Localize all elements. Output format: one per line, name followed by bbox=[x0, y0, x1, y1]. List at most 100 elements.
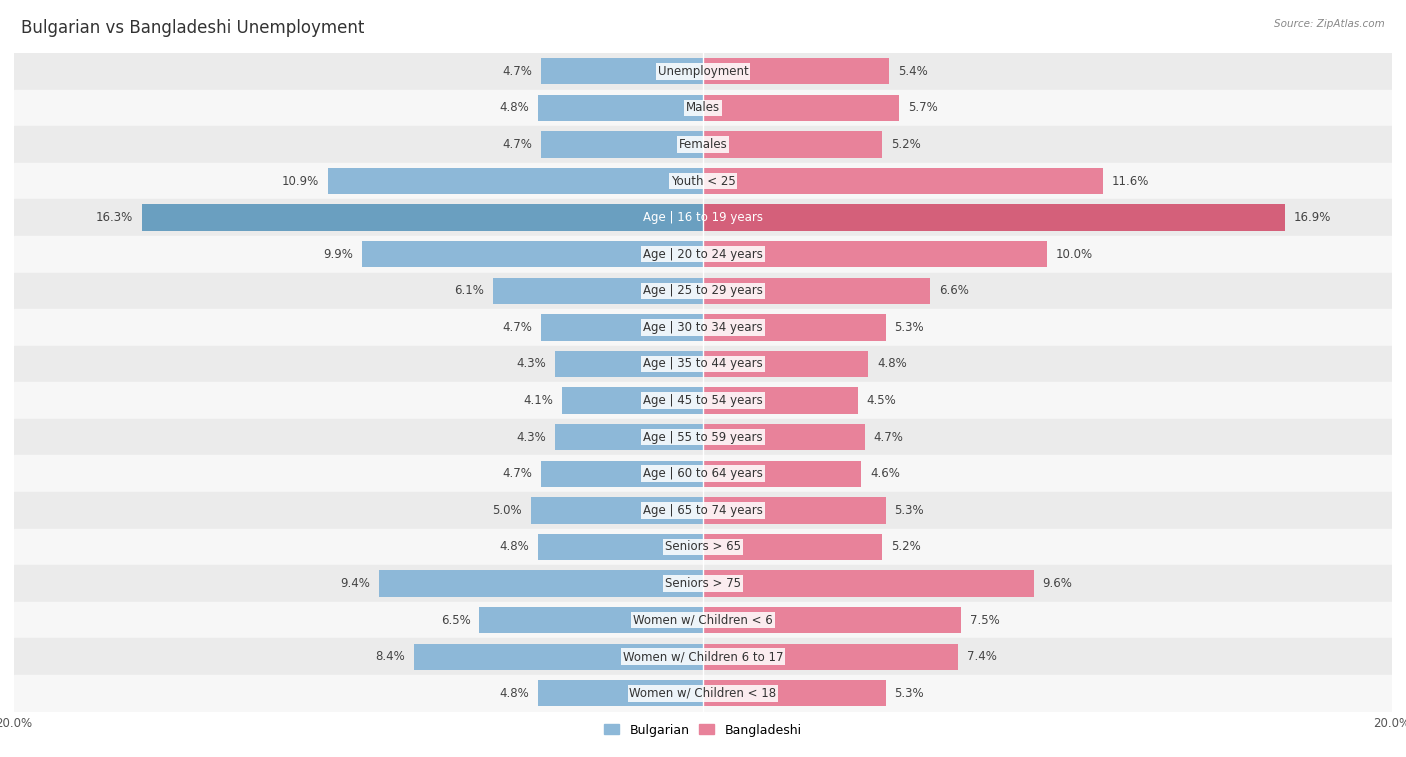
Bar bbox=[14, 53, 1392, 89]
Text: 5.2%: 5.2% bbox=[891, 138, 921, 151]
Bar bbox=[380, 570, 703, 597]
Bar bbox=[14, 638, 1392, 675]
Text: 5.0%: 5.0% bbox=[492, 504, 522, 517]
Text: Women w/ Children < 6: Women w/ Children < 6 bbox=[633, 614, 773, 627]
Bar bbox=[703, 680, 886, 706]
Text: 7.5%: 7.5% bbox=[970, 614, 1000, 627]
Bar bbox=[531, 497, 703, 524]
Bar bbox=[14, 382, 1392, 419]
Bar bbox=[703, 278, 931, 304]
Text: 11.6%: 11.6% bbox=[1111, 175, 1149, 188]
Bar bbox=[14, 565, 1392, 602]
Text: 6.6%: 6.6% bbox=[939, 285, 969, 298]
Bar bbox=[703, 497, 886, 524]
Bar bbox=[14, 419, 1392, 456]
Text: Bulgarian vs Bangladeshi Unemployment: Bulgarian vs Bangladeshi Unemployment bbox=[21, 19, 364, 37]
Text: Age | 25 to 29 years: Age | 25 to 29 years bbox=[643, 285, 763, 298]
Bar bbox=[14, 675, 1392, 712]
Text: Age | 45 to 54 years: Age | 45 to 54 years bbox=[643, 394, 763, 407]
Bar bbox=[328, 168, 703, 195]
Bar bbox=[14, 89, 1392, 126]
Bar bbox=[537, 680, 703, 706]
Text: Source: ZipAtlas.com: Source: ZipAtlas.com bbox=[1274, 19, 1385, 29]
Text: Youth < 25: Youth < 25 bbox=[671, 175, 735, 188]
Text: 9.6%: 9.6% bbox=[1042, 577, 1073, 590]
Bar bbox=[541, 314, 703, 341]
Bar bbox=[703, 314, 886, 341]
Text: 16.9%: 16.9% bbox=[1294, 211, 1331, 224]
Bar bbox=[703, 168, 1102, 195]
Text: 4.8%: 4.8% bbox=[499, 687, 529, 699]
Bar bbox=[14, 236, 1392, 273]
Bar bbox=[703, 643, 957, 670]
Bar bbox=[14, 456, 1392, 492]
Text: Age | 16 to 19 years: Age | 16 to 19 years bbox=[643, 211, 763, 224]
Text: 4.3%: 4.3% bbox=[516, 357, 547, 370]
Text: 9.4%: 9.4% bbox=[340, 577, 371, 590]
Bar bbox=[14, 309, 1392, 346]
Text: 16.3%: 16.3% bbox=[96, 211, 134, 224]
Bar bbox=[703, 460, 862, 487]
Text: 4.8%: 4.8% bbox=[499, 540, 529, 553]
Bar bbox=[14, 273, 1392, 309]
Text: 4.7%: 4.7% bbox=[502, 467, 533, 480]
Text: 4.8%: 4.8% bbox=[499, 101, 529, 114]
Text: Age | 60 to 64 years: Age | 60 to 64 years bbox=[643, 467, 763, 480]
Bar bbox=[479, 607, 703, 634]
Text: Males: Males bbox=[686, 101, 720, 114]
Bar bbox=[555, 350, 703, 377]
Bar bbox=[703, 58, 889, 85]
Bar bbox=[703, 350, 869, 377]
Text: 5.2%: 5.2% bbox=[891, 540, 921, 553]
Text: Females: Females bbox=[679, 138, 727, 151]
Legend: Bulgarian, Bangladeshi: Bulgarian, Bangladeshi bbox=[599, 718, 807, 742]
Bar bbox=[14, 528, 1392, 565]
Text: 4.1%: 4.1% bbox=[523, 394, 553, 407]
Bar bbox=[537, 95, 703, 121]
Text: 9.9%: 9.9% bbox=[323, 248, 353, 260]
Text: Seniors > 75: Seniors > 75 bbox=[665, 577, 741, 590]
Bar bbox=[703, 131, 882, 157]
Text: 4.3%: 4.3% bbox=[516, 431, 547, 444]
Bar bbox=[703, 534, 882, 560]
Text: Age | 30 to 34 years: Age | 30 to 34 years bbox=[643, 321, 763, 334]
Text: 6.5%: 6.5% bbox=[440, 614, 471, 627]
Bar bbox=[703, 204, 1285, 231]
Bar bbox=[562, 388, 703, 414]
Text: 5.7%: 5.7% bbox=[908, 101, 938, 114]
Text: 4.7%: 4.7% bbox=[502, 65, 533, 78]
Text: 4.6%: 4.6% bbox=[870, 467, 900, 480]
Text: 5.3%: 5.3% bbox=[894, 687, 924, 699]
Text: Age | 20 to 24 years: Age | 20 to 24 years bbox=[643, 248, 763, 260]
Text: Age | 65 to 74 years: Age | 65 to 74 years bbox=[643, 504, 763, 517]
Bar bbox=[541, 460, 703, 487]
Text: 4.7%: 4.7% bbox=[502, 138, 533, 151]
Bar bbox=[14, 492, 1392, 528]
Text: Women w/ Children 6 to 17: Women w/ Children 6 to 17 bbox=[623, 650, 783, 663]
Text: 8.4%: 8.4% bbox=[375, 650, 405, 663]
Bar bbox=[541, 131, 703, 157]
Bar bbox=[142, 204, 703, 231]
Text: 4.5%: 4.5% bbox=[866, 394, 897, 407]
Text: 10.0%: 10.0% bbox=[1056, 248, 1094, 260]
Bar bbox=[413, 643, 703, 670]
Text: 5.3%: 5.3% bbox=[894, 504, 924, 517]
Bar bbox=[541, 58, 703, 85]
Bar bbox=[537, 534, 703, 560]
Bar bbox=[555, 424, 703, 450]
Bar bbox=[361, 241, 703, 267]
Text: 4.8%: 4.8% bbox=[877, 357, 907, 370]
Bar bbox=[14, 126, 1392, 163]
Bar bbox=[14, 346, 1392, 382]
Bar bbox=[703, 570, 1033, 597]
Text: 5.4%: 5.4% bbox=[897, 65, 928, 78]
Text: 7.4%: 7.4% bbox=[966, 650, 997, 663]
Bar bbox=[703, 424, 865, 450]
Bar bbox=[494, 278, 703, 304]
Text: 10.9%: 10.9% bbox=[281, 175, 319, 188]
Text: Age | 55 to 59 years: Age | 55 to 59 years bbox=[643, 431, 763, 444]
Text: 4.7%: 4.7% bbox=[502, 321, 533, 334]
Bar bbox=[14, 163, 1392, 199]
Text: Seniors > 65: Seniors > 65 bbox=[665, 540, 741, 553]
Bar bbox=[703, 607, 962, 634]
